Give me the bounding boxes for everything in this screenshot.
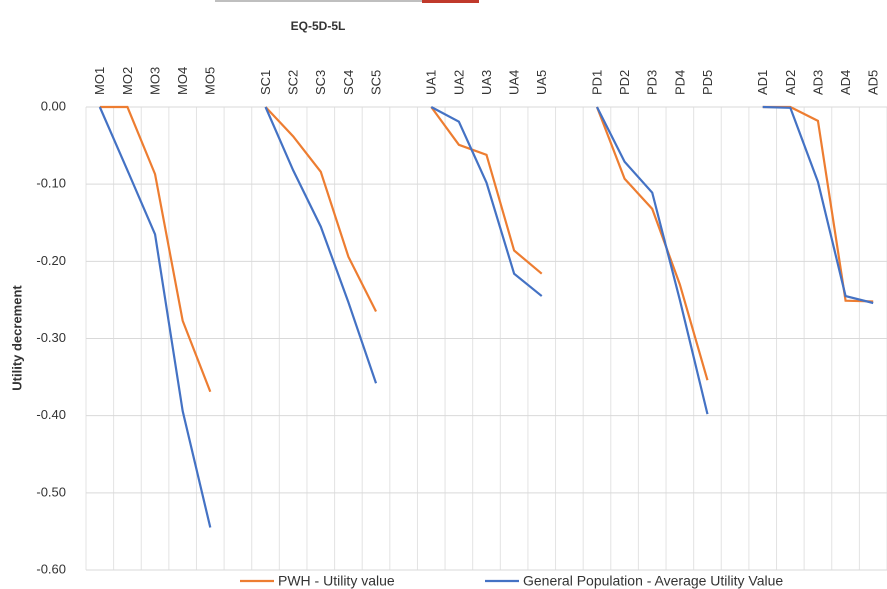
x-tick-label: UA5 xyxy=(534,70,549,95)
x-tick-label: PD4 xyxy=(672,70,687,95)
x-tick-label: MO4 xyxy=(175,67,190,95)
x-tick-label: UA2 xyxy=(451,70,466,95)
y-tick-label: -0.30 xyxy=(36,330,66,345)
legend-label: General Population - Average Utility Val… xyxy=(523,573,783,589)
x-tick-label: AD1 xyxy=(755,70,770,95)
x-tick-label: AD5 xyxy=(866,70,881,95)
x-tick-label: MO3 xyxy=(147,67,162,95)
x-tick-label: MO2 xyxy=(120,67,135,95)
decoration xyxy=(422,0,479,3)
y-tick-label: 0.00 xyxy=(41,98,66,113)
x-tick-label: PD5 xyxy=(700,70,715,95)
x-tick-label: SC2 xyxy=(286,70,301,95)
y-tick-label: -0.40 xyxy=(36,407,66,422)
y-tick-label: -0.60 xyxy=(36,561,66,576)
y-tick-label: -0.50 xyxy=(36,484,66,499)
x-tick-label: AD3 xyxy=(810,70,825,95)
x-tick-label: PD1 xyxy=(589,70,604,95)
legend-label: PWH - Utility value xyxy=(278,573,395,589)
x-tick-label: UA3 xyxy=(479,70,494,95)
y-tick-label: -0.20 xyxy=(36,253,66,268)
x-tick-label: SC3 xyxy=(313,70,328,95)
x-tick-label: AD2 xyxy=(783,70,798,95)
x-tick-label: SC1 xyxy=(258,70,273,95)
x-tick-label: UA1 xyxy=(424,70,439,95)
series-line xyxy=(98,105,874,528)
x-tick-label: PD3 xyxy=(645,70,660,95)
legend-background xyxy=(276,573,396,589)
x-tick-label: MO1 xyxy=(92,67,107,95)
legend-background xyxy=(521,573,861,589)
x-tick-label: PD2 xyxy=(617,70,632,95)
y-tick-label: -0.10 xyxy=(36,176,66,191)
chart-title: EQ-5D-5L xyxy=(291,19,346,33)
x-tick-label: AD4 xyxy=(838,70,853,95)
x-tick-label: UA4 xyxy=(507,70,522,95)
series-line xyxy=(99,105,874,393)
y-axis-title: Utility decrement xyxy=(9,285,24,391)
x-tick-label: MO5 xyxy=(203,67,218,95)
x-tick-label: SC5 xyxy=(368,70,383,95)
x-tick-label: SC4 xyxy=(341,70,356,95)
